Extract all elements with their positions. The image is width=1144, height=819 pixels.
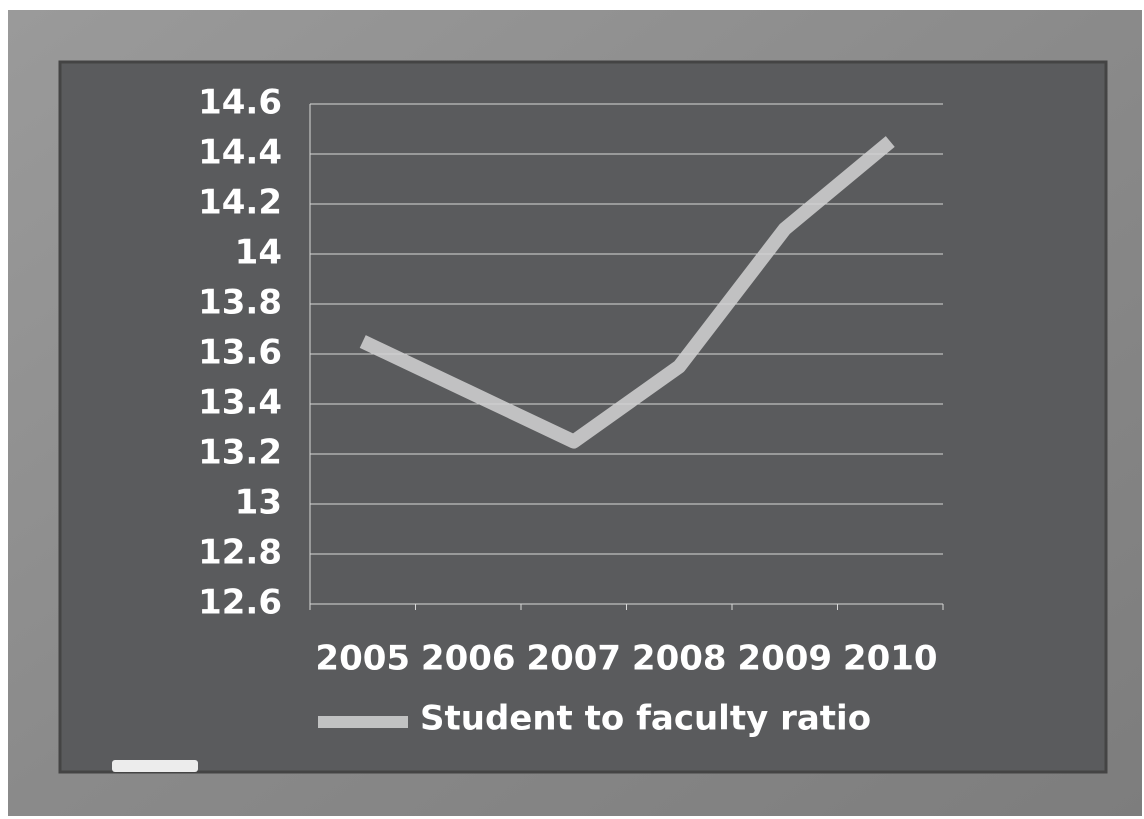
- y-tick-label: 13.8: [198, 283, 282, 323]
- y-tick-label: 12.8: [198, 533, 282, 573]
- x-tick-label: 2006: [421, 639, 516, 679]
- y-tick-label: 12.6: [198, 583, 282, 623]
- x-tick-label: 2010: [843, 639, 938, 679]
- y-tick-label: 13.6: [198, 333, 282, 373]
- x-tick-label: 2005: [315, 639, 410, 679]
- y-tick-label: 14.4: [198, 133, 282, 173]
- series-line: [359, 136, 895, 449]
- y-tick-label: 14.2: [198, 183, 282, 223]
- x-tick-label: 2008: [632, 639, 727, 679]
- y-tick-label: 13.4: [198, 383, 282, 423]
- y-tick-label: 13.2: [198, 433, 282, 473]
- y-tick-label: 14: [235, 233, 282, 273]
- x-tick-label: 2007: [526, 639, 621, 679]
- y-tick-label: 13: [235, 483, 282, 523]
- x-tick-label: 2009: [737, 639, 832, 679]
- board: [58, 60, 1108, 774]
- legend-label: Student to faculty ratio: [420, 699, 871, 739]
- y-tick-label: 14.6: [198, 83, 282, 123]
- chalk-piece: [112, 760, 198, 772]
